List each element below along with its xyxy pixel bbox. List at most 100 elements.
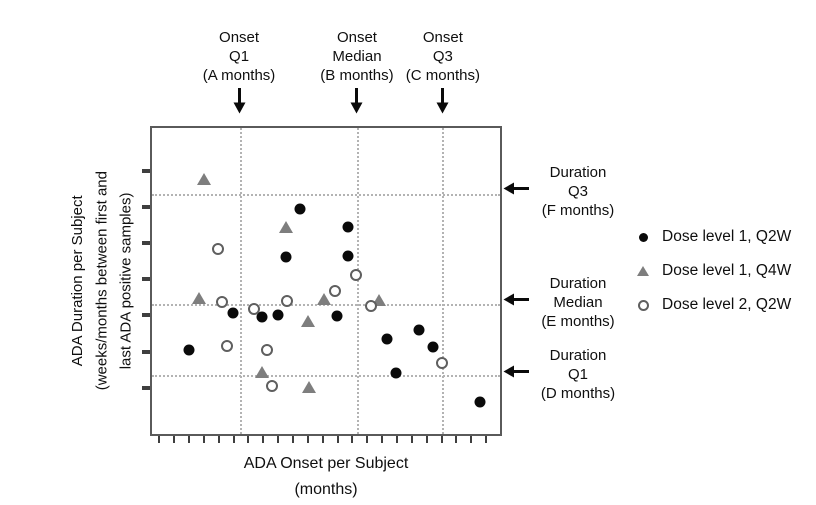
gridline-vertical: [240, 128, 243, 434]
x-axis-label-line2: (months): [294, 481, 358, 498]
data-point-dose-level-2-q2w: [212, 243, 225, 256]
data-point-dose-level-2-q2w: [247, 302, 260, 315]
right-annotation-duration-q1: Duration Q1 (D months): [503, 346, 623, 403]
data-point-dose-level-1-q2w: [183, 344, 195, 356]
annotation-text: (E months): [541, 312, 615, 330]
left-arrow-icon: [503, 293, 529, 311]
x-axis-tick: [232, 436, 235, 443]
data-point-dose-level-1-q4w: [192, 291, 207, 304]
x-axis-tick: [277, 436, 280, 443]
annotation-text-block: Duration Q3 (F months): [533, 163, 623, 220]
x-axis-tick: [485, 436, 488, 443]
legend-marker-filled-triangle: [633, 266, 653, 276]
data-point-dose-level-1-q2w: [474, 396, 486, 408]
data-point-dose-level-1-q2w: [342, 221, 354, 233]
x-axis-tick: [381, 436, 384, 443]
data-point-dose-level-1-q2w: [413, 324, 425, 336]
data-point-dose-level-1-q2w: [331, 310, 343, 322]
y-axis-tick: [142, 277, 150, 282]
data-point-dose-level-1-q4w: [301, 315, 316, 328]
annotation-text-block: Duration Median (E months): [533, 274, 623, 331]
x-axis-tick: [470, 436, 473, 443]
data-point-dose-level-1-q4w: [316, 292, 331, 305]
x-axis-tick: [292, 436, 294, 443]
data-point-dose-level-2-q2w: [364, 299, 377, 312]
annotation-text: Median: [332, 48, 382, 65]
data-point-dose-level-1-q2w: [227, 307, 239, 319]
annotation-text: Q1: [229, 48, 250, 65]
top-annotation-onset-q3: Onset Q3 (C months): [378, 28, 508, 114]
annotation-text: Q3: [567, 182, 588, 200]
legend-item-label: Dose level 1, Q4W: [662, 262, 792, 279]
down-arrow-icon: [378, 88, 508, 114]
y-axis-label-line3: last ADA positive samples): [117, 192, 135, 370]
x-axis-tick: [306, 436, 309, 443]
legend-item: Dose level 1, Q2W: [633, 228, 791, 246]
legend-item: Dose level 2, Q2W: [633, 296, 791, 314]
data-point-dose-level-1-q2w: [294, 203, 306, 215]
x-axis-tick: [410, 436, 413, 443]
y-axis-tick: [142, 241, 150, 246]
annotation-text: (F months): [541, 201, 615, 219]
x-axis-tick: [425, 436, 428, 443]
annotation-text: Onset: [422, 29, 463, 46]
data-point-dose-level-1-q2w: [256, 311, 268, 323]
x-axis-tick: [440, 436, 443, 443]
x-axis-tick: [321, 436, 324, 443]
y-axis-tick: [142, 349, 150, 354]
annotation-text: Duration: [549, 163, 607, 181]
x-axis-tick: [217, 436, 220, 443]
right-annotation-duration-median: Duration Median (E months): [503, 274, 623, 331]
top-annotation-onset-median: Onset Median (B months): [292, 28, 422, 114]
data-point-dose-level-2-q2w: [349, 269, 362, 282]
data-point-dose-level-1-q2w: [381, 333, 393, 345]
data-point-dose-level-1-q2w: [390, 367, 402, 379]
data-point-dose-level-2-q2w: [281, 294, 294, 307]
left-arrow-icon: [503, 182, 529, 200]
annotation-text: Onset: [336, 29, 377, 46]
data-point-dose-level-1-q2w: [272, 309, 284, 321]
y-axis-label: ADA Duration per Subject (weeks/months b…: [54, 116, 150, 446]
data-point-dose-level-1-q2w: [280, 251, 292, 263]
data-point-dose-level-2-q2w: [221, 340, 234, 353]
annotation-text: (B months): [320, 67, 394, 84]
x-axis-tick: [366, 436, 369, 443]
annotation-text: Duration: [549, 274, 607, 292]
down-arrow-icon: [174, 88, 304, 114]
filled-triangle-icon: [637, 266, 649, 276]
gridline-vertical: [441, 128, 444, 434]
x-axis-label: ADA Onset per Subject (months): [150, 451, 502, 503]
legend-item-label: Dose level 1, Q2W: [662, 228, 792, 245]
legend-marker-filled-circle: [633, 232, 653, 242]
x-axis-tick: [158, 436, 161, 443]
data-point-dose-level-1-q4w: [278, 220, 293, 233]
annotation-text: (C months): [405, 67, 480, 84]
x-axis-tick: [247, 436, 250, 443]
annotation-text: Median: [553, 293, 603, 311]
filled-circle-icon: [638, 232, 648, 242]
legend-item-label: Dose level 2, Q2W: [662, 296, 792, 313]
annotation-text: Q3: [432, 48, 453, 65]
y-axis-label-line1: ADA Duration per Subject: [68, 195, 86, 367]
y-axis-tick: [142, 385, 150, 390]
data-point-dose-level-2-q2w: [435, 357, 448, 369]
plot-area: [142, 126, 502, 443]
x-axis-tick: [262, 436, 265, 443]
annotation-text: Q1: [567, 365, 588, 383]
annotation-text: Onset: [219, 29, 260, 46]
top-annotation-onset-q1: Onset Q1 (A months): [174, 28, 304, 114]
x-axis-tick: [455, 436, 458, 443]
gridline-horizontal: [152, 194, 500, 197]
down-arrow-icon: [292, 88, 422, 114]
y-axis-tick: [142, 313, 150, 318]
annotation-text-block: Duration Q1 (D months): [533, 346, 623, 403]
right-annotation-duration-q3: Duration Q3 (F months): [503, 163, 623, 220]
data-point-dose-level-1-q4w: [302, 381, 317, 394]
legend: Dose level 1, Q2W Dose level 1, Q4W Dose l…: [633, 228, 791, 330]
data-point-dose-level-2-q2w: [265, 379, 278, 392]
left-arrow-icon: [503, 365, 529, 383]
data-point-dose-level-2-q2w: [260, 344, 273, 357]
gridline-vertical: [356, 128, 359, 434]
x-axis-tick: [187, 436, 190, 443]
